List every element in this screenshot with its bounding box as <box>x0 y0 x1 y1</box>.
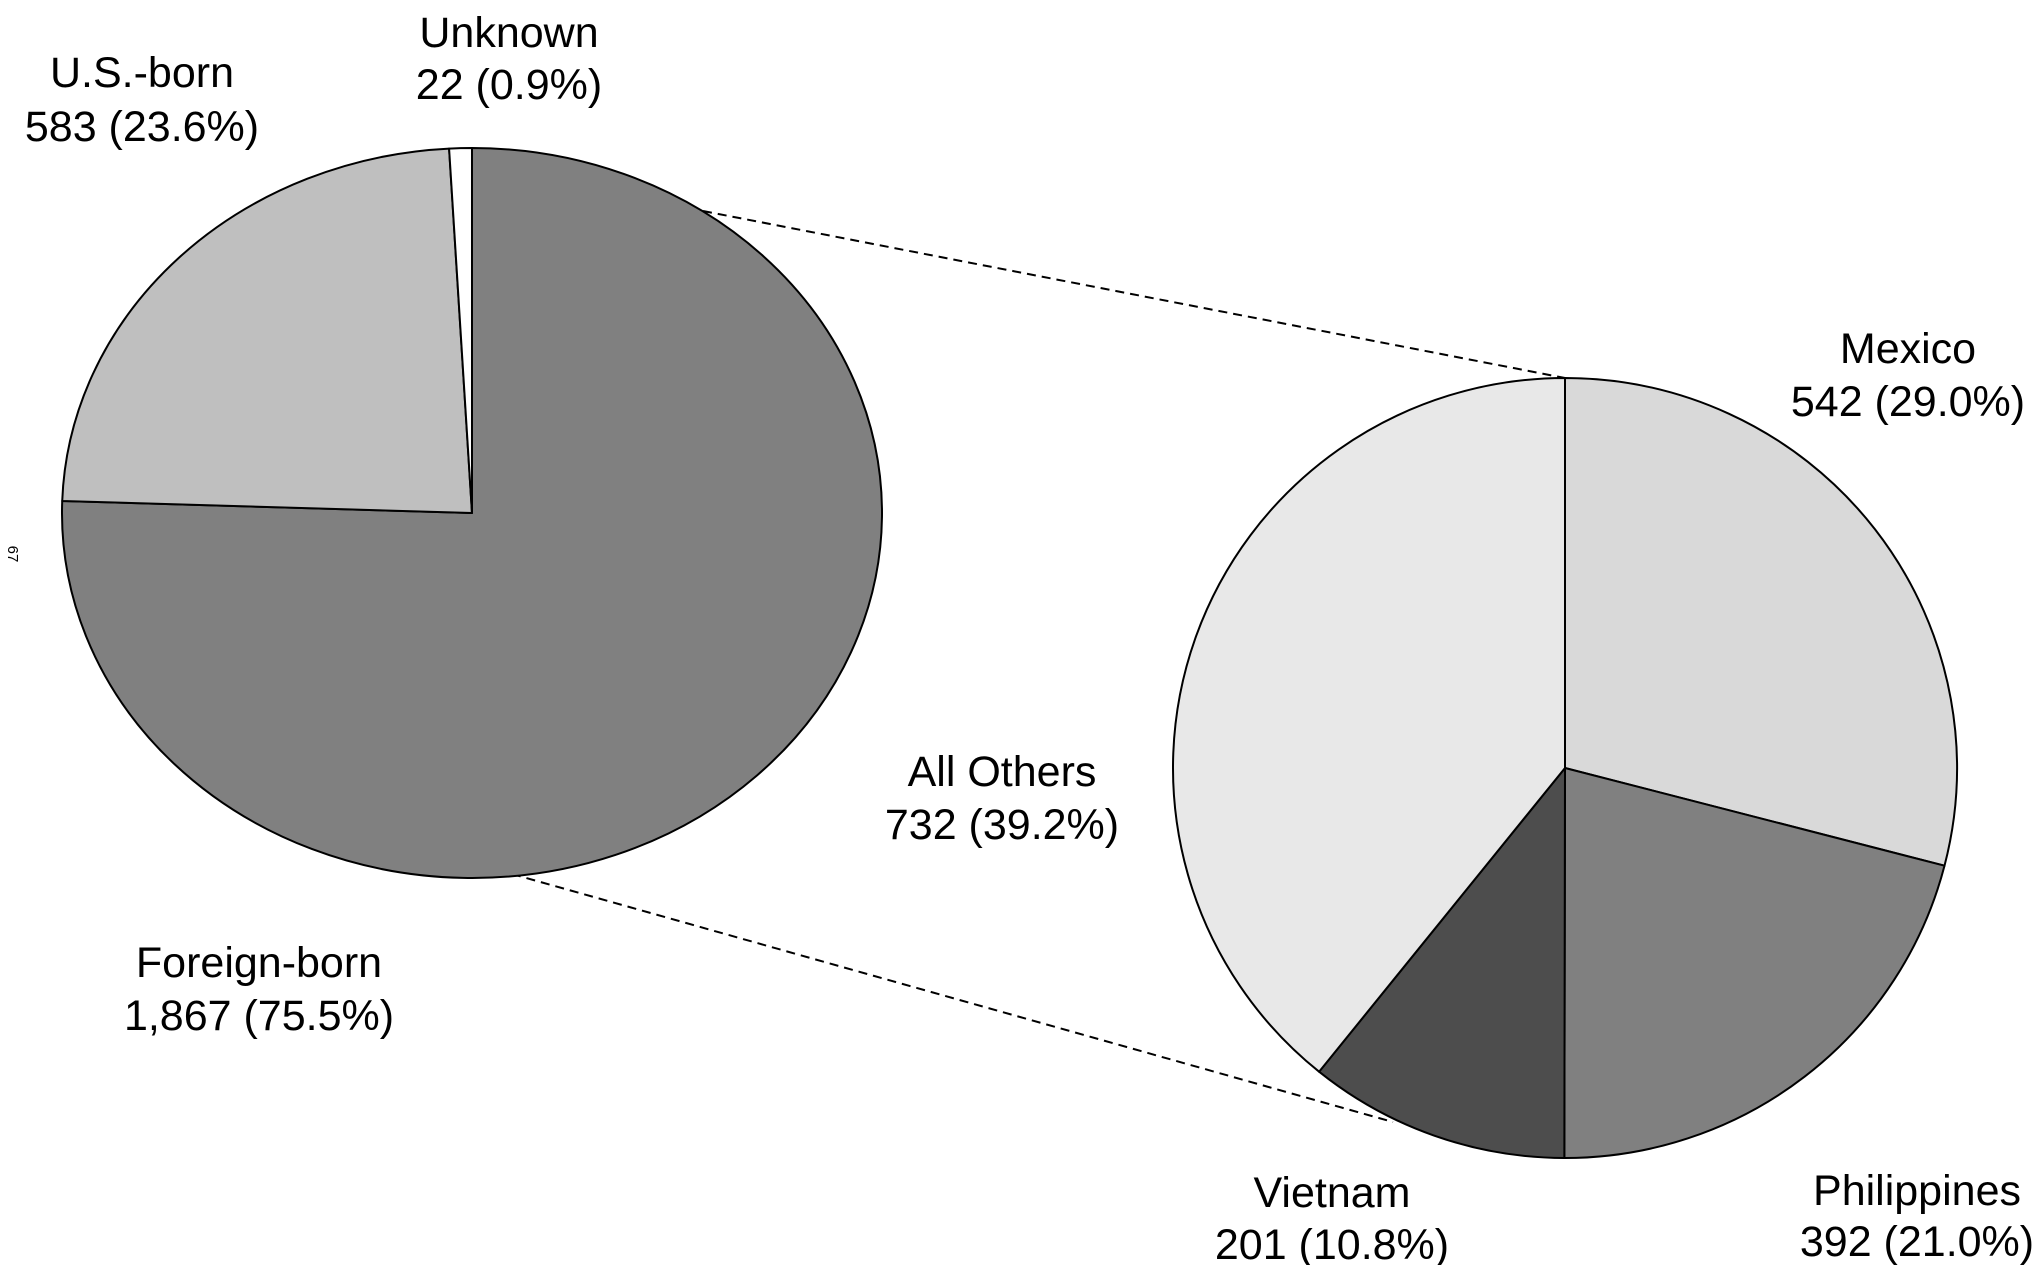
pie-slice-unknown <box>448 147 473 514</box>
slice-label-mexico-value: 542 (29.0%) <box>1791 378 2025 426</box>
page-number: 67 <box>4 546 21 563</box>
pie-nativity-labels: U.S.-born 583 (23.6%) Unknown 22 (0.9%) … <box>25 9 602 1040</box>
slice-label-all-others-value: 732 (39.2%) <box>885 801 1119 849</box>
connector-line-bottom <box>511 873 1394 1123</box>
slice-label-mexico-name: Mexico <box>1840 325 1976 373</box>
pie-slice-u-s-born <box>61 147 473 514</box>
slice-label-unknown-name: Unknown <box>419 9 598 57</box>
pie-country-of-birth <box>1172 377 1958 1160</box>
slice-label-vietnam-value: 201 (10.8%) <box>1215 1221 1449 1265</box>
pie-nativity <box>61 147 883 879</box>
connector-lines <box>511 210 1566 1123</box>
slice-label-all-others-name: All Others <box>908 748 1097 796</box>
pie-slice-vietnam <box>1318 767 1566 1159</box>
pie-slice-foreign-born <box>61 147 883 879</box>
pie-country-labels: Mexico 542 (29.0%) Philippines 392 (21.0… <box>885 325 2034 1265</box>
slice-label-philippines-value: 392 (21.0%) <box>1800 1218 2034 1265</box>
slice-label-unknown-value: 22 (0.9%) <box>416 61 602 109</box>
slice-label-us-born-name: U.S.-born <box>50 49 234 97</box>
pie-slice-all-others <box>1172 377 1566 1073</box>
connector-line-top <box>702 210 1566 379</box>
pie-slice-philippines <box>1563 767 1946 1160</box>
slice-label-foreign-born-value: 1,867 (75.5%) <box>124 992 394 1040</box>
slice-label-us-born-value: 583 (23.6%) <box>25 103 259 151</box>
slice-label-philippines-name: Philippines <box>1813 1167 2021 1215</box>
slice-label-vietnam-name: Vietnam <box>1254 1169 1411 1217</box>
slice-label-foreign-born-name: Foreign-born <box>136 939 382 987</box>
pie-slice-mexico <box>1564 377 1958 867</box>
